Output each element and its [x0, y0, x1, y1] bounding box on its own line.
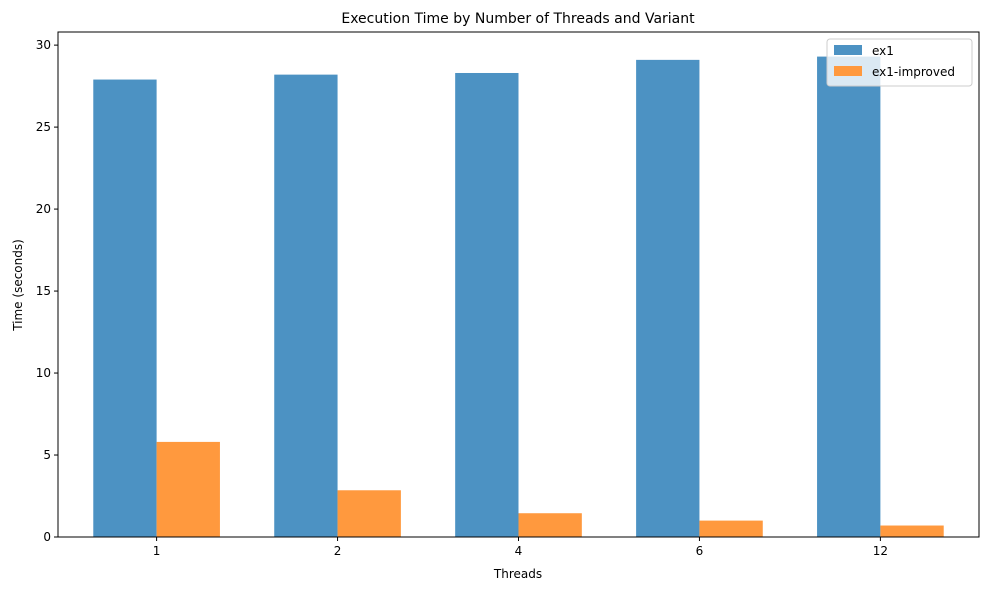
bar-ex1-2 [274, 74, 338, 537]
bar-ex1-4 [455, 72, 519, 538]
x-tick-label: 4 [515, 544, 523, 558]
x-tick-label: 12 [873, 544, 888, 558]
legend-label-ex1: ex1 [872, 44, 894, 58]
bar-ex1-6 [636, 59, 700, 538]
y-tick-label: 10 [36, 366, 51, 380]
bar-ex1-improved-12 [880, 525, 944, 537]
legend-swatch-ex1 [834, 45, 862, 55]
chart-title: Execution Time by Number of Threads and … [341, 11, 695, 27]
y-tick-label: 30 [36, 38, 51, 52]
y-tick-label: 15 [36, 284, 51, 298]
y-axis-label: Time (seconds) [11, 239, 25, 332]
bar-ex1-12 [817, 56, 881, 538]
legend-label-ex1-improved: ex1-improved [872, 65, 955, 79]
bars-layer [93, 56, 944, 538]
x-axis-label: Threads [493, 567, 542, 581]
x-tick-label: 2 [334, 544, 342, 558]
bar-ex1-improved-6 [699, 520, 763, 537]
y-axis: 0 5 10 15 20 25 30 [36, 38, 58, 544]
legend: ex1 ex1-improved [826, 38, 973, 87]
legend-box [826, 38, 973, 87]
bar-ex1-improved-2 [337, 490, 401, 537]
bar-ex1-improved-1 [156, 441, 220, 537]
y-tick-label: 25 [36, 120, 51, 134]
y-tick-label: 0 [43, 530, 51, 544]
x-axis: 1 2 4 6 12 [153, 537, 888, 558]
y-tick-label: 20 [36, 202, 51, 216]
x-tick-label: 1 [153, 544, 161, 558]
bar-ex1-1 [93, 79, 157, 538]
bar-ex1-improved-4 [518, 513, 582, 537]
legend-swatch-ex1-improved [834, 66, 862, 76]
y-tick-label: 5 [43, 448, 51, 462]
x-tick-label: 6 [696, 544, 704, 558]
